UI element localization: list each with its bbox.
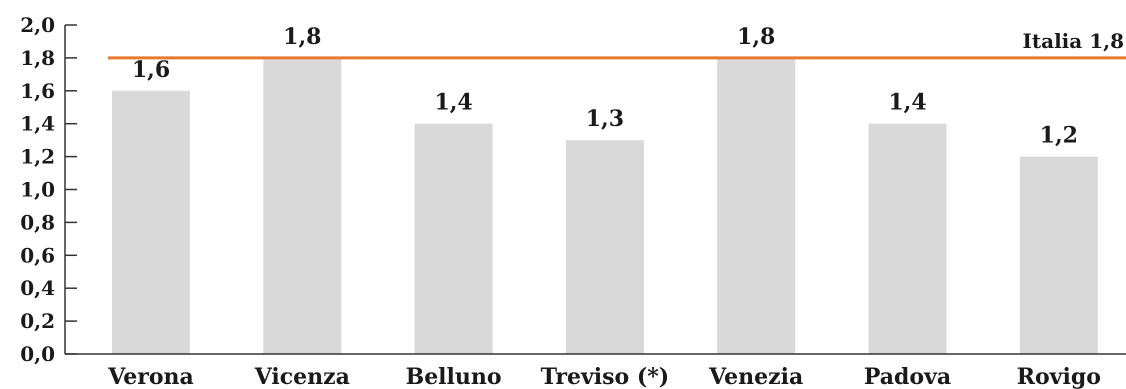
y-tick-label: 0,2 <box>20 309 55 333</box>
y-tick-label: 0,0 <box>20 342 55 366</box>
bar <box>263 57 342 355</box>
bar <box>717 57 796 355</box>
bars: 1,6 1,8 1,4 1,3 1,8 1,4 1,2 <box>112 24 1098 355</box>
y-tick-label: 0,4 <box>20 276 55 300</box>
category-label: Belluno <box>406 364 502 389</box>
y-axis: 0,0 0,2 0,4 0,6 0,8 1,0 1,2 1,4 1,6 1,8 2,0 <box>20 13 77 366</box>
category-label: Venezia <box>708 364 803 389</box>
reference-line-group: Italia 1,8 <box>108 29 1126 60</box>
category-label: Rovigo <box>1017 364 1101 389</box>
category-label: Verona <box>107 364 194 389</box>
reference-line-label: Italia 1,8 <box>1023 29 1124 53</box>
x-axis: Verona Vicenza Belluno Treviso (*) Venezia Pa… <box>65 353 1126 389</box>
bar <box>414 123 493 354</box>
data-label: 1,6 <box>132 57 170 83</box>
category-label: Treviso (*) <box>541 364 670 389</box>
data-label: 1,8 <box>283 24 321 50</box>
data-label: 1,4 <box>434 90 472 116</box>
y-tick-label: 1,8 <box>20 46 55 70</box>
y-tick-label: 1,6 <box>20 79 55 103</box>
bar <box>565 140 644 354</box>
bar <box>868 123 947 354</box>
bar <box>1019 156 1098 354</box>
data-label: 1,2 <box>1040 123 1078 149</box>
y-tick-label: 1,4 <box>20 112 55 136</box>
category-label: Vicenza <box>254 364 350 389</box>
y-tick-label: 2,0 <box>20 13 55 37</box>
data-label: 1,4 <box>888 90 926 116</box>
category-label: Padova <box>864 364 951 389</box>
data-label: 1,3 <box>586 106 624 132</box>
bar <box>112 90 190 355</box>
data-label: 1,8 <box>737 24 775 50</box>
y-tick-label: 1,2 <box>20 145 55 169</box>
y-tick-label: 0,6 <box>20 243 55 267</box>
y-tick-label: 1,0 <box>20 178 55 202</box>
y-tick-label: 0,8 <box>20 210 55 234</box>
